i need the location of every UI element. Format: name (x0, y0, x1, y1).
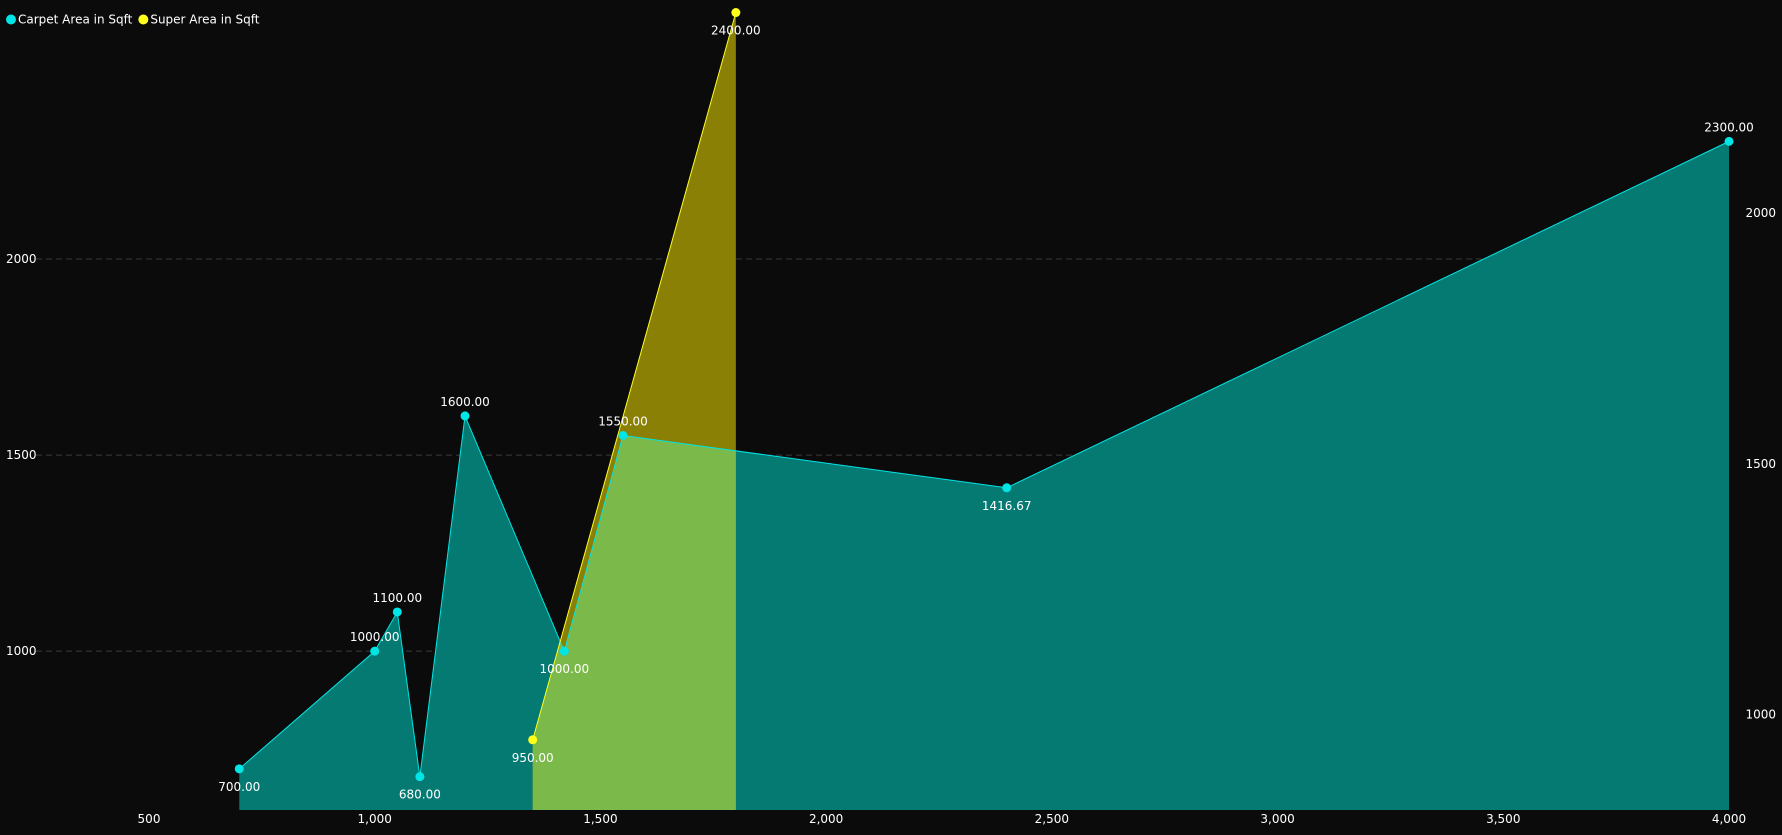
carpet-data-label: 1000.00 (350, 630, 400, 644)
legend[interactable]: Carpet Area in Sqft Super Area in Sqft (6, 13, 260, 27)
carpet-data-label: 1000.00 (540, 662, 590, 676)
legend-marker (6, 14, 16, 25)
y-right-tick-label: 1500 (1745, 457, 1776, 471)
super-data-label: 950.00 (512, 751, 554, 765)
carpet-point[interactable] (1002, 483, 1012, 493)
y-right-tick-label: 2000 (1745, 206, 1776, 220)
carpet-point[interactable] (415, 772, 425, 782)
carpet-point[interactable] (1724, 136, 1734, 146)
carpet-data-label: 1600.00 (440, 395, 490, 409)
x-tick-label: 2,500 (1035, 812, 1069, 826)
legend-label: Carpet Area in Sqft (18, 13, 133, 27)
x-tick-label: 1,000 (358, 812, 392, 826)
carpet-point[interactable] (460, 411, 470, 421)
area-fills (239, 12, 1729, 811)
y-left-tick-label: 2000 (6, 252, 37, 266)
data-points (234, 8, 1734, 782)
carpet-point[interactable] (392, 607, 402, 617)
x-tick-label: 500 (138, 812, 161, 826)
x-tick-label: 4,000 (1712, 812, 1746, 826)
y-left-tick-label: 1500 (6, 448, 37, 462)
carpet-point[interactable] (618, 430, 628, 440)
axes: 500 1,000 1,500 2,000 2,500 3,000 3,500 4,000 10… (6, 206, 1776, 826)
legend-item[interactable]: Carpet Area in Sqft (6, 13, 133, 27)
carpet-data-label: 700.00 (218, 780, 260, 794)
carpet-point[interactable] (370, 646, 380, 656)
legend-label: Super Area in Sqft (150, 13, 259, 27)
carpet-data-label: 1550.00 (598, 414, 648, 428)
super-point[interactable] (528, 735, 538, 745)
carpet-point[interactable] (234, 764, 244, 774)
super-data-label: 2400.00 (711, 24, 761, 38)
y-left-tick-label: 1000 (6, 644, 37, 658)
carpet-data-label: 1100.00 (372, 591, 422, 605)
super-area-line (532, 12, 737, 740)
legend-marker (138, 14, 149, 25)
data-labels: 700.00 1000.00 1100.00 680.00 1600.00 1000.00… (218, 24, 1754, 802)
x-tick-label: 2,000 (809, 812, 843, 826)
super-point[interactable] (731, 8, 741, 18)
carpet-data-label: 1416.67 (982, 499, 1032, 513)
carpet-data-label: 2300.00 (1704, 120, 1754, 134)
legend-item[interactable]: Super Area in Sqft (138, 13, 260, 27)
x-tick-label: 1,500 (583, 812, 617, 826)
x-tick-label: 3,000 (1260, 812, 1294, 826)
y-right-tick-label: 1000 (1745, 708, 1776, 722)
carpet-data-label: 680.00 (399, 788, 441, 802)
x-tick-label: 3,500 (1486, 812, 1520, 826)
carpet-point[interactable] (559, 646, 569, 656)
